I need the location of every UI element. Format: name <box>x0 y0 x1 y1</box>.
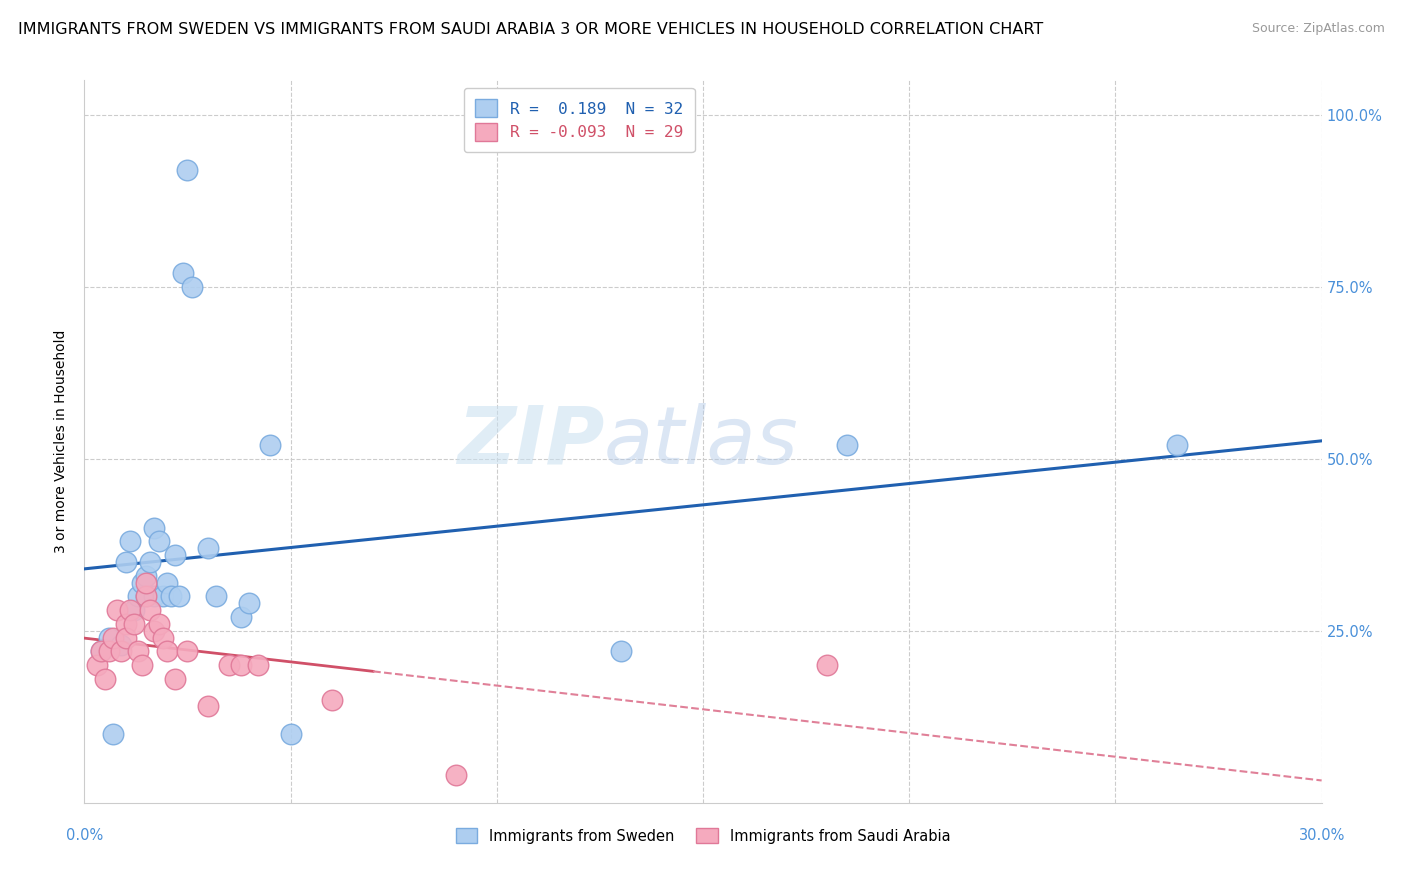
Point <box>837 438 859 452</box>
Point <box>165 672 187 686</box>
Point <box>172 266 194 280</box>
Point <box>176 644 198 658</box>
Point <box>197 541 219 556</box>
Text: 0.0%: 0.0% <box>66 828 103 843</box>
Point <box>815 658 838 673</box>
Point <box>229 610 252 624</box>
Point <box>131 575 153 590</box>
Point <box>609 644 631 658</box>
Point <box>86 658 108 673</box>
Point <box>1166 438 1188 452</box>
Point <box>176 162 198 177</box>
Point <box>205 590 228 604</box>
Point <box>118 534 141 549</box>
Point <box>167 590 190 604</box>
Point <box>143 624 166 638</box>
Point <box>280 727 302 741</box>
Point <box>321 692 343 706</box>
Point <box>148 534 170 549</box>
Point <box>103 631 125 645</box>
Point <box>143 590 166 604</box>
Point <box>180 279 202 293</box>
Point <box>90 644 112 658</box>
Point <box>135 575 157 590</box>
Point <box>127 590 149 604</box>
Point <box>122 616 145 631</box>
Legend: Immigrants from Sweden, Immigrants from Saudi Arabia: Immigrants from Sweden, Immigrants from … <box>450 822 956 850</box>
Point <box>139 603 162 617</box>
Point <box>105 603 128 617</box>
Point <box>139 555 162 569</box>
Point <box>152 631 174 645</box>
Text: ZIP: ZIP <box>457 402 605 481</box>
Point <box>238 596 260 610</box>
Point <box>197 699 219 714</box>
Point <box>160 590 183 604</box>
Point <box>98 631 121 645</box>
Point <box>229 658 252 673</box>
Point <box>114 616 136 631</box>
Point <box>148 616 170 631</box>
Text: atlas: atlas <box>605 402 799 481</box>
Text: Source: ZipAtlas.com: Source: ZipAtlas.com <box>1251 22 1385 36</box>
Point <box>156 575 179 590</box>
Point <box>127 644 149 658</box>
Text: 30.0%: 30.0% <box>1299 828 1344 843</box>
Point <box>165 548 187 562</box>
Point <box>122 603 145 617</box>
Point <box>135 590 157 604</box>
Point <box>98 644 121 658</box>
Point <box>218 658 240 673</box>
Point <box>114 555 136 569</box>
Point <box>114 631 136 645</box>
Point <box>103 727 125 741</box>
Y-axis label: 3 or more Vehicles in Household: 3 or more Vehicles in Household <box>55 330 69 553</box>
Point <box>156 644 179 658</box>
Point <box>152 590 174 604</box>
Point <box>259 438 281 452</box>
Point <box>135 568 157 582</box>
Point <box>246 658 269 673</box>
Point <box>143 520 166 534</box>
Point <box>135 590 157 604</box>
Point <box>110 644 132 658</box>
Text: IMMIGRANTS FROM SWEDEN VS IMMIGRANTS FROM SAUDI ARABIA 3 OR MORE VEHICLES IN HOU: IMMIGRANTS FROM SWEDEN VS IMMIGRANTS FRO… <box>18 22 1043 37</box>
Point <box>131 658 153 673</box>
Point <box>118 603 141 617</box>
Point <box>94 672 117 686</box>
Point <box>110 638 132 652</box>
Point <box>90 644 112 658</box>
Point <box>444 768 467 782</box>
